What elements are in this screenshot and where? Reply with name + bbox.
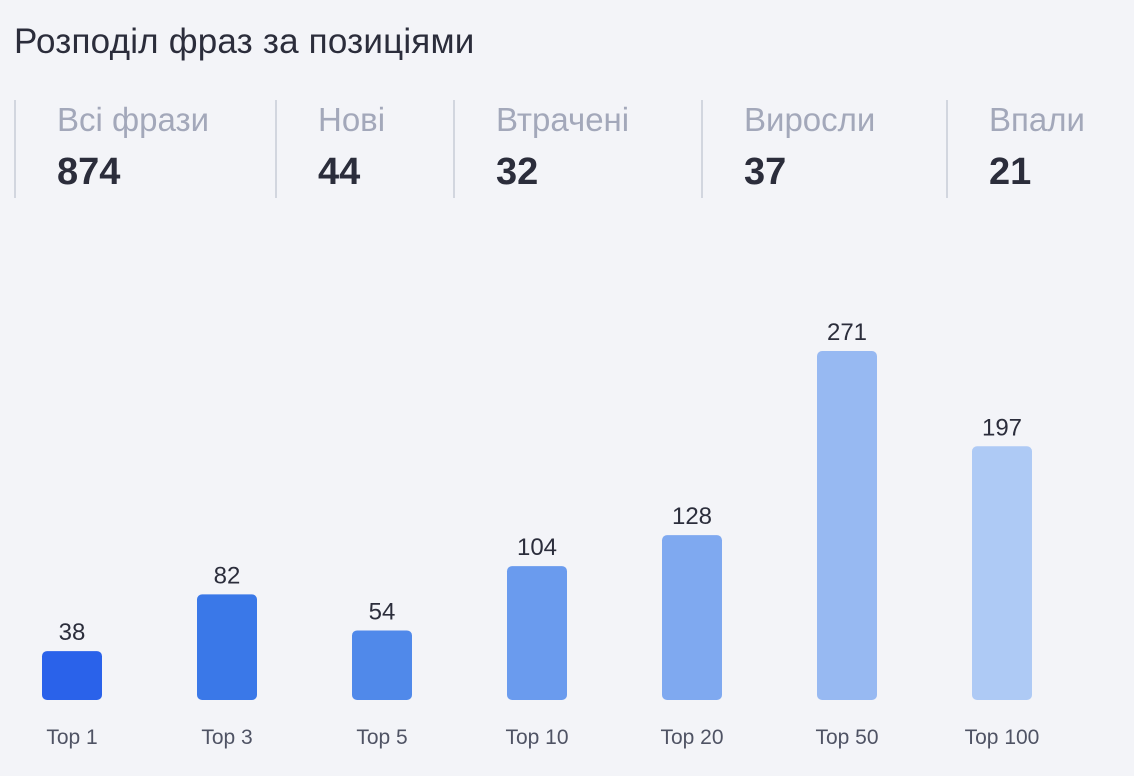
- stat-value: 37: [744, 151, 787, 193]
- bar-value-label: 197: [982, 414, 1022, 441]
- widget-title: Розподіл фраз за позиціями: [14, 22, 475, 61]
- bar-top-100[interactable]: [972, 446, 1032, 700]
- stat-value: 21: [989, 151, 1032, 193]
- category-label: Top 1: [46, 726, 97, 749]
- bar-top-1[interactable]: [42, 651, 102, 700]
- stat-all-phrases[interactable]: Всі фрази 874: [14, 100, 276, 198]
- stat-label: Впали: [989, 101, 1085, 138]
- bar-value-label: 271: [827, 319, 867, 346]
- stat-label: Всі фрази: [57, 101, 210, 138]
- stat-lost[interactable]: Втрачені 32: [453, 100, 702, 198]
- category-label: Top 50: [815, 726, 878, 749]
- stat-value: 874: [57, 151, 121, 193]
- bar-top-3[interactable]: [197, 594, 257, 700]
- category-label: Top 10: [505, 726, 568, 749]
- stat-grew[interactable]: Виросли 37: [701, 100, 947, 198]
- bar-value-label: 82: [214, 562, 241, 589]
- category-label: Top 3: [201, 726, 252, 749]
- category-label: Top 100: [965, 726, 1040, 749]
- stat-label: Втрачені: [496, 101, 630, 138]
- bar-value-label: 38: [59, 619, 86, 646]
- bar-top-10[interactable]: [507, 566, 567, 700]
- category-label: Top 20: [660, 726, 723, 749]
- stat-label: Виросли: [744, 101, 876, 138]
- stat-new[interactable]: Нові 44: [275, 100, 453, 198]
- stat-value: 32: [496, 151, 539, 193]
- bar-value-label: 128: [672, 503, 712, 530]
- bar-value-label: 54: [369, 598, 396, 625]
- bar-top-5[interactable]: [352, 630, 412, 700]
- stat-fell[interactable]: Впали 21: [946, 100, 1134, 198]
- bar-top-20[interactable]: [662, 535, 722, 700]
- category-label: Top 5: [356, 726, 407, 749]
- bar-value-label: 104: [517, 534, 557, 561]
- stat-value: 44: [318, 151, 361, 193]
- bar-top-50[interactable]: [817, 351, 877, 700]
- stat-label: Нові: [318, 101, 386, 138]
